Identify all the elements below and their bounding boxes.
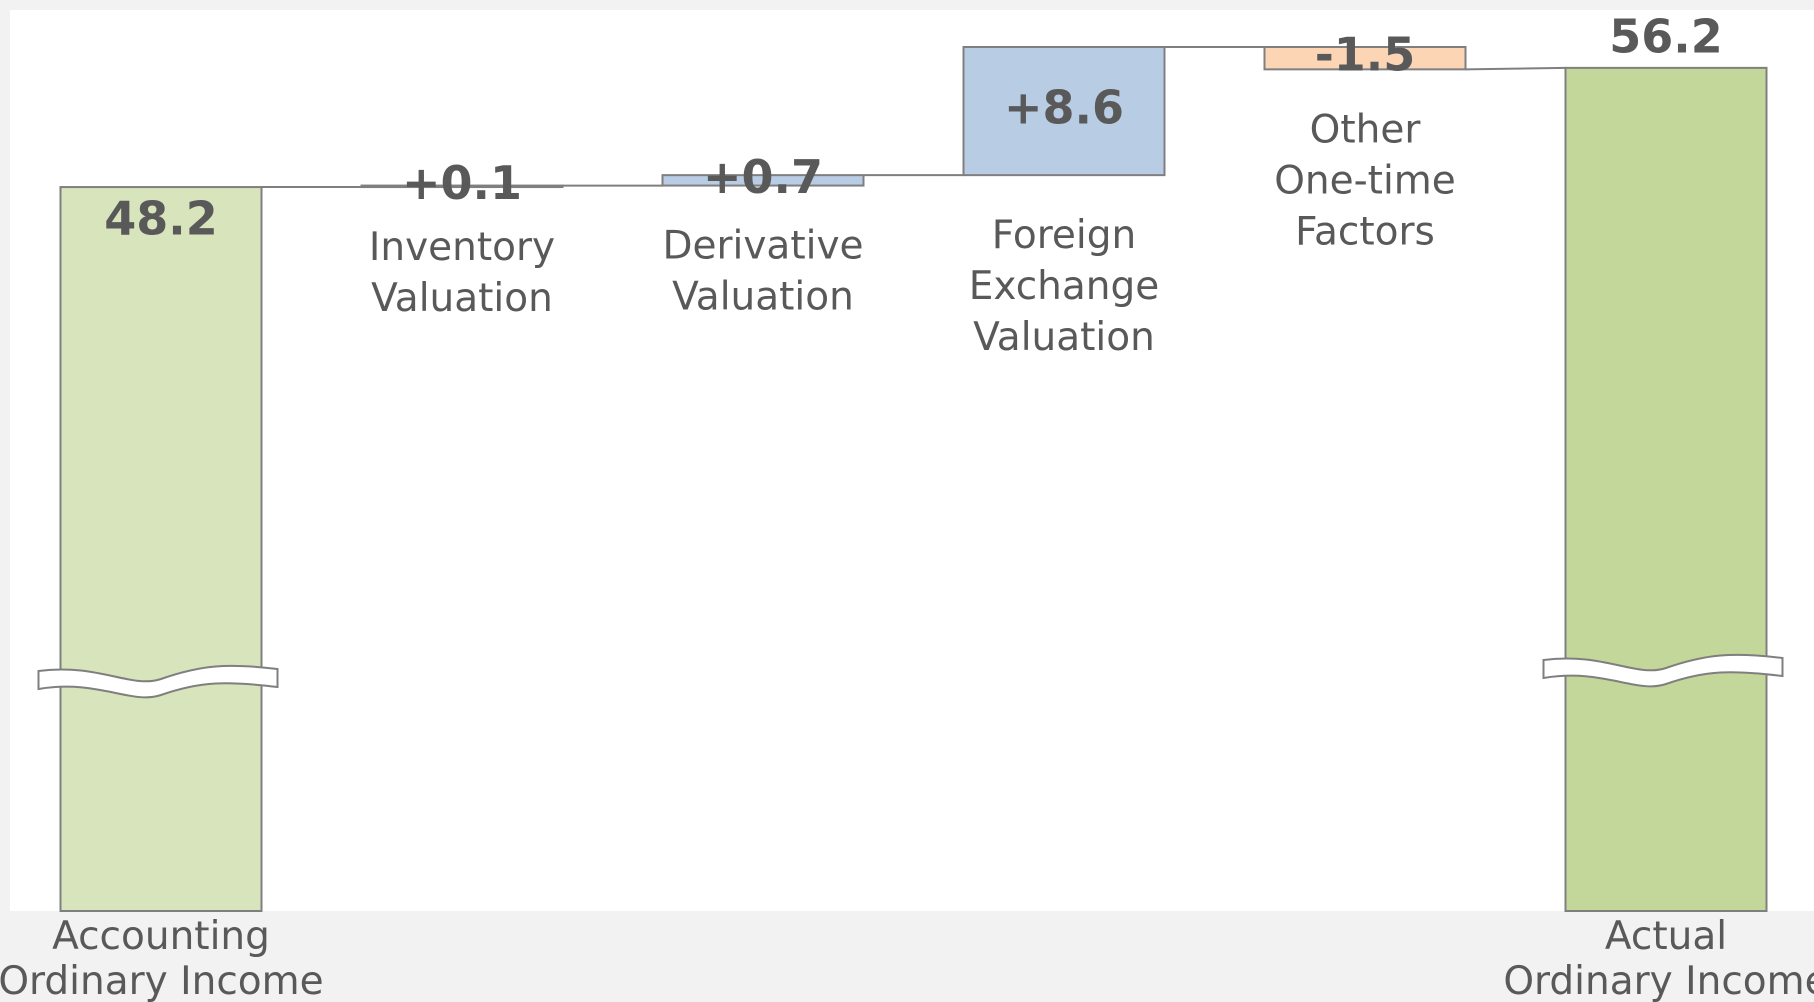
- bar: [1564, 66, 1768, 913]
- connector: [1465, 66, 1566, 71]
- category-line: Inventory: [369, 225, 555, 270]
- axis-break: [1542, 653, 1784, 688]
- category-line: Actual: [1605, 914, 1727, 959]
- bar: [59, 186, 263, 912]
- bar: [661, 174, 865, 187]
- category-label: Accounting Ordinary Income: [0, 914, 324, 1002]
- category-line: Valuation: [672, 274, 854, 319]
- category-line: Other: [1310, 107, 1422, 152]
- category-line: Valuation: [973, 315, 1155, 360]
- value-label: -1.5: [1315, 28, 1416, 82]
- bar: [1263, 46, 1467, 71]
- axis-break: [37, 664, 279, 699]
- category-line: One-time: [1274, 158, 1456, 203]
- category-label: Foreign Exchange Valuation: [969, 213, 1160, 360]
- category-label: Actual Ordinary Income: [1503, 914, 1814, 1002]
- category-line: Exchange: [969, 264, 1160, 309]
- bar: [962, 46, 1166, 177]
- plot-area: [10, 10, 1814, 911]
- value-label: +8.6: [1004, 81, 1124, 135]
- category-line: Ordinary Income: [1503, 959, 1814, 1002]
- category-line: Ordinary Income: [0, 959, 324, 1002]
- value-label: +0.1: [402, 156, 522, 210]
- value-label: 48.2: [104, 192, 218, 246]
- category-line: Derivative: [662, 223, 863, 268]
- category-line: Foreign: [992, 213, 1136, 258]
- category-label: Inventory Valuation: [369, 225, 555, 321]
- category-line: Valuation: [371, 276, 553, 321]
- category-line: Factors: [1295, 209, 1435, 254]
- category-label: Other One-time Factors: [1274, 107, 1456, 254]
- value-label: +0.7: [703, 150, 823, 204]
- value-label: 56.2: [1609, 9, 1723, 63]
- category-line: Accounting: [52, 914, 270, 959]
- category-label: Derivative Valuation: [662, 223, 863, 319]
